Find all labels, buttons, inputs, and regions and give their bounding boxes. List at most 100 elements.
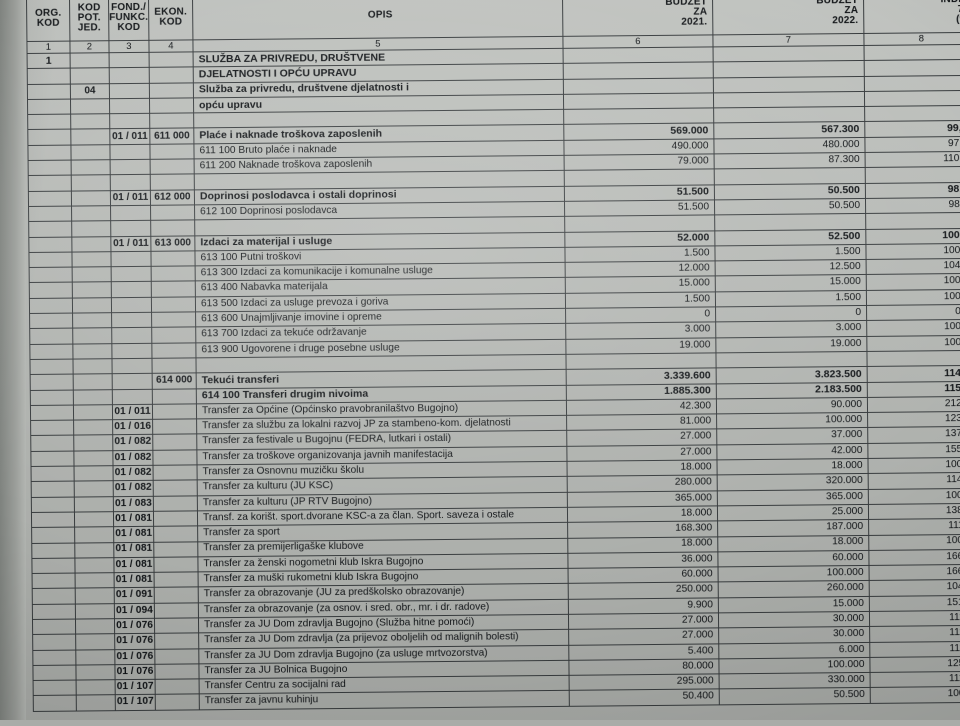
cell-ekon-kod — [151, 327, 196, 343]
cell-kod-pot-jed: 04 — [70, 83, 110, 99]
cell-ekon-kod — [154, 571, 199, 588]
cell-fond-funkc-kod: 01 / 076 — [114, 618, 155, 634]
cell-org-kod — [29, 282, 73, 299]
cell-org-kod — [31, 511, 75, 528]
cell-fond-funkc-kod — [109, 82, 150, 99]
cell-budzet-2021: 79.000 — [564, 153, 715, 171]
cell-fond-funkc-kod: 01 / 107 — [115, 694, 156, 711]
cell-kod-pot-jed — [72, 312, 112, 329]
cell-ekon-kod — [154, 587, 199, 603]
cell-fond-funkc-kod — [109, 52, 150, 69]
cell-org-kod — [32, 634, 76, 651]
cell-index: 100,00 — [868, 487, 960, 505]
cell-budzet-2021: 19.000 — [565, 337, 716, 355]
cell-kod-pot-jed — [71, 251, 112, 268]
cell-index: 99,70 — [864, 120, 960, 138]
cell-ekon-kod: 613 000 — [150, 235, 195, 252]
header-fond-funkc-kod: FOND./FUNKC. KOD — [108, 0, 149, 41]
cell-kod-pot-jed — [70, 113, 110, 130]
cell-fond-funkc-kod: 01 / 083 — [113, 495, 154, 512]
cell-fond-funkc-kod: 01 / 081 — [114, 572, 155, 589]
cell-ekon-kod — [149, 97, 194, 114]
cell-index: 111,11 — [868, 518, 960, 535]
cell-org-kod — [31, 542, 75, 559]
cell-index — [865, 166, 960, 184]
cell-kod-pot-jed — [72, 358, 113, 375]
cell-ekon-kod — [154, 617, 199, 634]
cell-ekon-kod — [152, 434, 197, 451]
cell-index: 100,00 — [867, 457, 960, 474]
cell-kod-pot-jed — [73, 450, 114, 467]
cell-org-kod — [29, 267, 73, 283]
cell-ekon-kod — [154, 633, 199, 649]
cell-ekon-kod — [155, 679, 200, 695]
cell-kod-pot-jed — [72, 343, 112, 360]
cell-kod-pot-jed — [70, 144, 111, 161]
cell-org-kod — [31, 557, 76, 574]
cell-ekon-kod — [150, 174, 195, 190]
cell-fond-funkc-kod: 01 / 076 — [114, 633, 155, 650]
cell-ekon-kod — [149, 113, 194, 129]
cell-budzet-2021: 280.000 — [567, 475, 718, 492]
cell-budzet-2021: 5.400 — [568, 643, 719, 661]
cell-index: 115,82 — [867, 380, 960, 398]
cell-budzet-2022 — [713, 45, 865, 63]
cell-budzet-2022: 1.500 — [715, 290, 867, 307]
cell-index: 100,00 — [866, 334, 960, 352]
cell-org-kod — [30, 374, 74, 391]
cell-fond-funkc-kod — [111, 312, 152, 329]
cell-index — [864, 90, 960, 107]
cell-fond-funkc-kod — [111, 327, 152, 344]
cell-budzet-2022: 19.000 — [715, 336, 867, 353]
cell-kod-pot-jed — [75, 603, 115, 620]
cell-fond-funkc-kod — [110, 251, 152, 267]
cell-index: 98,06 — [865, 197, 960, 214]
cell-budzet-2021: 81.000 — [566, 414, 717, 431]
cell-budzet-2022: 30.000 — [718, 626, 870, 644]
cell-index: 100,00 — [866, 319, 960, 337]
cell-index: 110,51 — [865, 151, 960, 168]
cell-budzet-2022: 260.000 — [718, 580, 870, 598]
cell-budzet-2021: 3.000 — [565, 322, 716, 339]
cell-budzet-2022: 12.500 — [715, 259, 867, 277]
cell-fond-funkc-kod: 01 / 011 — [109, 128, 150, 145]
cell-budzet-2022: 480.000 — [713, 137, 866, 154]
header-number-4: 4 — [148, 39, 194, 53]
cell-ekon-kod — [149, 143, 195, 160]
cell-kod-pot-jed — [71, 236, 111, 252]
cell-budzet-2021 — [563, 46, 714, 64]
cell-index: 97,96 — [864, 136, 960, 153]
cell-kod-pot-jed — [71, 205, 111, 222]
cell-kod-pot-jed — [75, 572, 115, 589]
cell-org-kod — [27, 98, 71, 115]
cell-ekon-kod — [150, 158, 195, 175]
cell-index — [864, 105, 960, 122]
cell-kod-pot-jed — [70, 129, 110, 145]
cell-budzet-2021 — [565, 352, 717, 370]
cell-kod-pot-jed — [74, 542, 114, 558]
cell-budzet-2021 — [564, 169, 715, 187]
cell-budzet-2022: 87.300 — [714, 152, 866, 170]
cell-budzet-2022: 42.000 — [716, 443, 868, 460]
cell-org-kod — [28, 221, 72, 238]
cell-index: 0,00 — [866, 304, 960, 321]
cell-opis: Transfer za javnu kuhinju — [199, 690, 570, 710]
budget-table: ORG. KOD KOD POT. JED. FOND./FUNKC. KOD EKON… — [26, 0, 960, 712]
cell-budzet-2021: 12.000 — [565, 261, 716, 278]
cell-org-kod — [30, 435, 74, 452]
cell-budzet-2022: 15.000 — [715, 274, 867, 292]
cell-budzet-2022: 18.000 — [716, 458, 869, 476]
cell-org-kod — [32, 603, 76, 620]
cell-ekon-kod — [151, 296, 196, 313]
cell-kod-pot-jed — [75, 664, 116, 681]
cell-kod-pot-jed — [73, 419, 113, 436]
cell-org-kod — [28, 175, 72, 192]
cell-kod-pot-jed — [75, 588, 115, 604]
cell-ekon-kod: 611 000 — [149, 128, 194, 145]
cell-kod-pot-jed — [73, 373, 113, 390]
cell-budzet-2021: 1.885.300 — [566, 383, 717, 401]
cell-budzet-2021: 27.000 — [566, 444, 717, 462]
cell-budzet-2021: 3.339.600 — [566, 368, 717, 385]
cell-index: 155,56 — [867, 442, 960, 459]
cell-kod-pot-jed — [74, 557, 115, 574]
